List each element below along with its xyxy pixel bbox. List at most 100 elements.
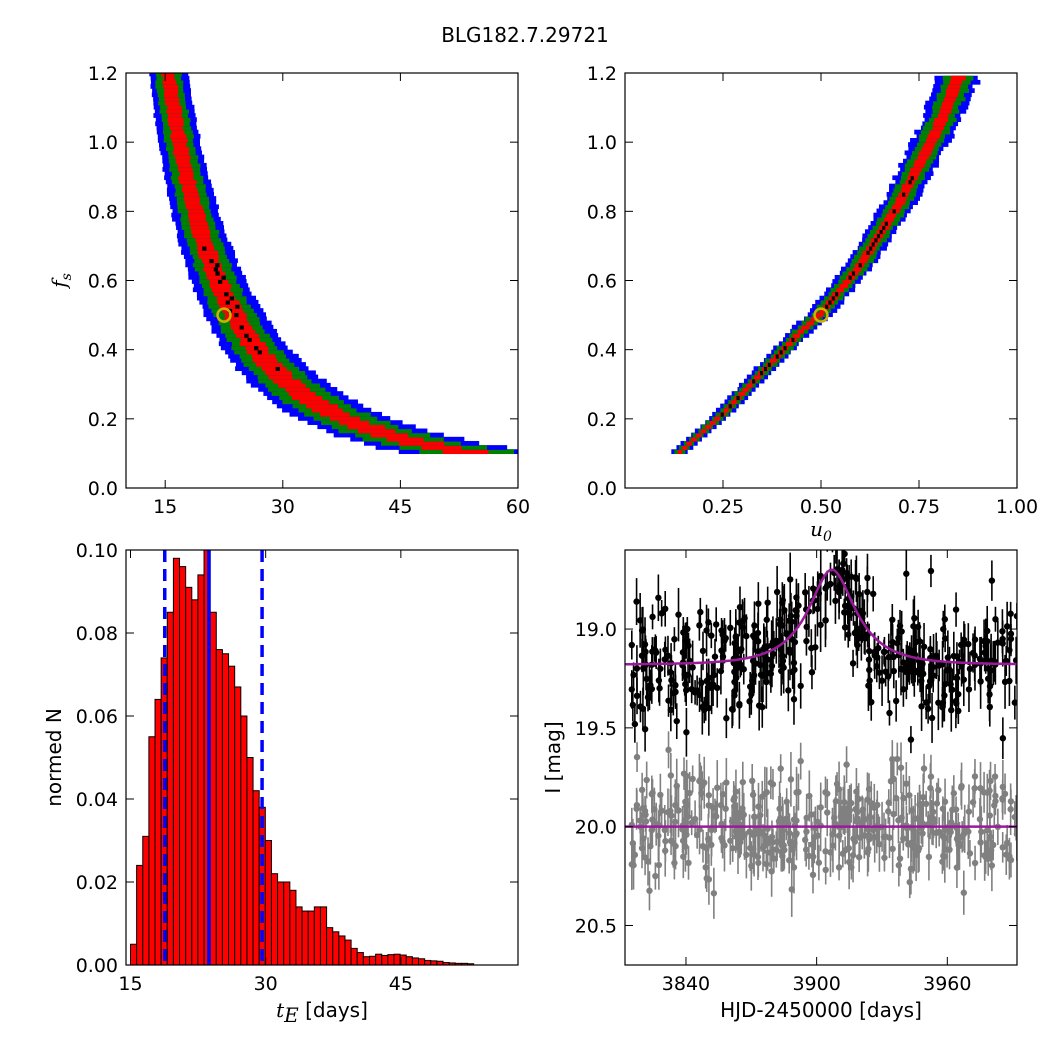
data-point <box>793 612 800 620</box>
heatmap-cell-1sigma <box>171 138 188 143</box>
heatmap-cell-1sigma <box>797 328 804 334</box>
heatmap-cell-1sigma <box>908 171 920 176</box>
residual-point <box>698 789 705 797</box>
heatmap-cell-1sigma <box>815 312 824 318</box>
data-point <box>841 602 849 610</box>
br-ytick-label: 19.0 <box>575 619 617 641</box>
residual-point <box>939 858 946 865</box>
data-point <box>788 618 795 625</box>
data-point <box>881 648 888 655</box>
data-point <box>719 653 727 660</box>
data-point <box>922 699 930 706</box>
heatmap-cell-1sigma <box>785 341 793 347</box>
residual-point <box>748 862 755 870</box>
heatmap-cell-1sigma <box>161 73 175 77</box>
residual-point <box>896 855 904 862</box>
heatmap-cell-best <box>908 179 912 185</box>
histogram-bar <box>344 939 352 965</box>
residual-point <box>730 796 737 803</box>
histogram-bar <box>289 889 297 965</box>
histogram-bar <box>283 881 291 965</box>
residual-point <box>673 782 680 790</box>
residual-point <box>788 886 795 893</box>
heatmap-cell-1sigma <box>386 436 424 442</box>
heatmap-cell-1sigma <box>949 79 963 85</box>
heatmap-cell-1sigma <box>746 382 753 388</box>
heatmap-cell-best <box>247 337 252 342</box>
data-point <box>849 660 857 667</box>
tr-frame <box>624 72 1018 489</box>
residual-point <box>683 831 690 838</box>
data-point <box>786 646 793 653</box>
heatmap-cell-1sigma <box>273 378 302 384</box>
heatmap-cell-1sigma <box>914 158 927 164</box>
data-point <box>926 677 934 685</box>
heatmap-cell-1sigma <box>170 125 183 131</box>
tl-ytick-label: 0.0 <box>88 478 118 500</box>
residual-point <box>629 840 637 847</box>
figure-title: BLG182.7.29721 <box>441 23 609 47</box>
heatmap-cell-1sigma <box>170 133 187 139</box>
heatmap-cell-1sigma <box>233 328 256 334</box>
heatmap-cell-best <box>215 270 220 276</box>
histogram-bar <box>295 906 303 965</box>
data-point <box>787 576 794 583</box>
heatmap-cell-1sigma <box>754 374 761 380</box>
data-point <box>688 686 695 693</box>
heatmap-cell-1sigma <box>173 150 189 156</box>
histogram-bar <box>332 931 340 965</box>
heatmap-cell-1sigma <box>945 92 959 98</box>
residual-point <box>636 817 644 824</box>
heatmap-cell-1sigma <box>251 353 276 359</box>
residual-point <box>723 779 730 786</box>
heatmap-cell-best <box>752 378 756 384</box>
data-point <box>927 567 935 575</box>
residual-point <box>719 838 726 845</box>
residual-point <box>763 789 770 796</box>
residual-point <box>861 816 869 823</box>
heatmap-cell-1sigma <box>937 113 949 118</box>
heatmap-cell-1sigma <box>261 366 287 372</box>
residual-point <box>655 861 663 869</box>
histogram-bar <box>301 910 309 965</box>
br-xlabel: HJD-2450000 [days] <box>720 998 922 1022</box>
data-point <box>941 681 949 688</box>
residual-point <box>906 792 913 799</box>
data-point <box>900 686 907 693</box>
data-point <box>697 608 704 616</box>
histogram-bar <box>209 611 217 965</box>
histogram-bar <box>185 586 193 965</box>
heatmap-cell-1sigma <box>167 104 182 110</box>
residual-point <box>832 798 840 805</box>
data-point <box>960 636 968 643</box>
data-point <box>712 621 720 628</box>
tl-ylabel-subscript: s <box>59 273 75 280</box>
data-point <box>759 703 766 711</box>
bl-ytick-label: 0.10 <box>76 540 118 562</box>
residual-point <box>991 773 999 780</box>
residual-point <box>643 776 650 784</box>
clip-br-content <box>625 550 1017 919</box>
data-point <box>711 653 719 660</box>
residual-point <box>661 826 668 834</box>
heatmap-cell-1sigma <box>913 162 925 168</box>
data-point <box>629 701 637 709</box>
br-ytick-label: 20.5 <box>575 915 617 937</box>
heatmap-cell-1sigma <box>917 154 929 160</box>
heatmap-cell-1sigma <box>696 432 702 438</box>
data-point <box>763 616 770 623</box>
heatmap-cell-1sigma <box>442 449 489 455</box>
data-point <box>985 665 992 672</box>
residual-point <box>847 799 855 807</box>
heatmap-cell-1sigma <box>320 411 350 417</box>
residual-point <box>903 780 910 787</box>
data-point <box>628 641 636 649</box>
residual-point <box>754 826 762 834</box>
data-point <box>855 590 863 598</box>
tl-xtick-label: 15 <box>153 496 177 518</box>
bl-ylabel: normed N <box>42 708 66 807</box>
residual-point <box>822 789 829 796</box>
bl-ytick-label: 0.00 <box>76 955 118 977</box>
heatmap-cell-1sigma <box>164 92 178 98</box>
residual-point <box>657 791 664 799</box>
